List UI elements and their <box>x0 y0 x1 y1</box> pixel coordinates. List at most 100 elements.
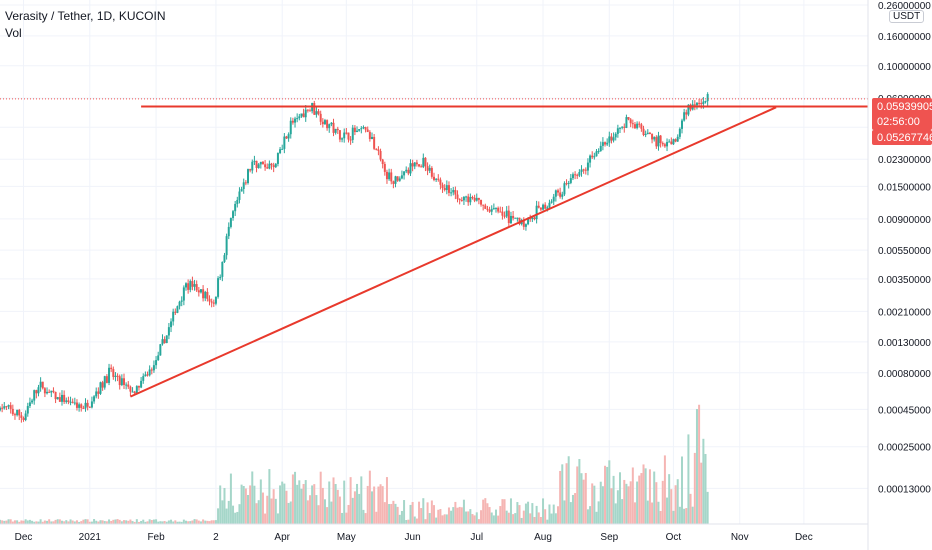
volume-bar <box>95 520 98 524</box>
volume-bar <box>24 519 27 524</box>
candle-body <box>24 413 27 421</box>
volume-bar <box>343 480 346 524</box>
candle-body <box>287 134 290 139</box>
candle-body <box>78 404 81 408</box>
volume-bar <box>636 481 639 524</box>
volume-bar <box>71 520 74 524</box>
candle-body <box>182 287 185 301</box>
candle-body <box>379 150 382 160</box>
candle-body <box>93 396 96 402</box>
y-tick-label: 0.16000000 <box>878 32 931 43</box>
volume-bar <box>522 510 525 524</box>
candle-body <box>595 151 598 157</box>
volume-bar <box>678 506 681 524</box>
candle-body <box>614 133 617 138</box>
candle-body <box>238 191 241 200</box>
y-tick-label: 0.00350000 <box>878 275 931 286</box>
volume-bar <box>409 504 412 524</box>
candle-body <box>456 194 459 199</box>
candle-body <box>452 190 455 193</box>
candle-body <box>582 169 585 171</box>
candle-body <box>116 375 119 377</box>
currency-badge[interactable]: USDT <box>889 10 925 23</box>
candle-body <box>298 116 301 119</box>
volume-bar <box>693 452 696 524</box>
x-tick-label: Oct <box>666 532 682 543</box>
candle-body <box>289 120 292 135</box>
volume-bar <box>150 520 153 524</box>
volume-bar <box>270 498 273 524</box>
volume-bar <box>276 513 279 524</box>
volume-bar <box>465 511 468 524</box>
candle-body <box>251 161 254 171</box>
candle-body <box>422 157 425 168</box>
candle-body <box>580 169 583 172</box>
candle-body <box>338 130 341 140</box>
volume-bar <box>520 517 523 524</box>
candle-body <box>623 126 626 128</box>
x-tick-label: Apr <box>274 532 290 543</box>
volume-indicator-label[interactable]: Vol <box>5 26 22 40</box>
candle-body <box>236 199 239 204</box>
time-axis[interactable]: Dec 2021 Feb 2 Apr May Jun Jul Aug Sep Oct Nov Dec <box>15 532 813 543</box>
candle-body <box>437 178 440 180</box>
volume-bar <box>187 521 190 524</box>
volume-bar <box>610 488 613 524</box>
ascending-trendline[interactable] <box>130 106 777 398</box>
candle-body <box>362 127 365 129</box>
volume-bar <box>22 520 25 524</box>
volume-bar <box>565 463 568 524</box>
candle-body <box>118 376 121 386</box>
volume-bar <box>599 481 602 524</box>
volume-bar <box>255 503 258 524</box>
candle-body <box>597 151 600 153</box>
candle-body <box>392 181 395 184</box>
candle-body <box>604 142 607 145</box>
candle-body <box>627 117 630 120</box>
volume-bar <box>593 485 596 524</box>
candle-body <box>648 132 651 135</box>
volume-bar <box>377 486 380 524</box>
candle-body <box>165 335 168 344</box>
symbol-title[interactable]: Verasity / Tether, 1D, KUCOIN <box>5 9 166 23</box>
candle-body <box>110 367 113 370</box>
volume-bar <box>208 521 211 524</box>
candle-body <box>148 369 151 376</box>
candle-body <box>681 120 683 129</box>
volume-bar <box>114 519 117 524</box>
candle-body <box>5 406 8 408</box>
candle-body <box>105 376 108 383</box>
candle-body <box>683 112 686 121</box>
volume-bar <box>193 519 196 524</box>
volume-bar <box>18 521 21 524</box>
candle-body <box>197 290 200 293</box>
volume-bar <box>542 498 545 524</box>
volume-bar <box>454 501 457 524</box>
candle-body <box>377 149 380 151</box>
volume-bar <box>582 479 585 524</box>
candle-body <box>276 153 279 164</box>
volume-bar <box>93 519 96 524</box>
candle-body <box>559 192 562 197</box>
candle-body <box>467 196 470 203</box>
volume-bar <box>447 507 450 524</box>
candle-body <box>698 102 701 104</box>
volume-bar <box>56 519 59 524</box>
volume-bar <box>670 489 673 524</box>
volume-bar <box>591 483 594 524</box>
candle-body <box>567 182 570 184</box>
volume-bar <box>75 520 78 524</box>
candle-body <box>418 164 421 167</box>
volume-bar <box>330 501 333 524</box>
volume-bar <box>375 511 378 524</box>
candle-body <box>191 281 194 287</box>
candle-body <box>185 283 187 288</box>
candle-body <box>484 205 487 209</box>
candle-body <box>462 196 465 201</box>
level-price-label: 0.05267746 <box>877 132 932 144</box>
volume-bar <box>691 506 694 524</box>
candle-body <box>651 134 654 140</box>
candle-body <box>170 321 173 328</box>
candle-body <box>584 169 587 171</box>
